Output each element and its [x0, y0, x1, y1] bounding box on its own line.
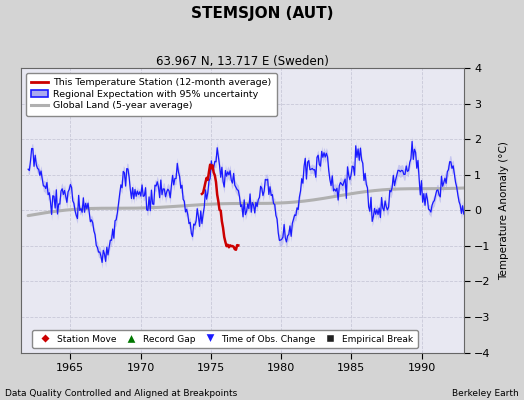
Title: 63.967 N, 13.717 E (Sweden): 63.967 N, 13.717 E (Sweden) — [156, 55, 329, 68]
Legend: Station Move, Record Gap, Time of Obs. Change, Empirical Break: Station Move, Record Gap, Time of Obs. C… — [32, 330, 418, 348]
Text: STEMSJON (AUT): STEMSJON (AUT) — [191, 6, 333, 21]
Text: Berkeley Earth: Berkeley Earth — [452, 389, 519, 398]
Y-axis label: Temperature Anomaly (°C): Temperature Anomaly (°C) — [499, 141, 509, 280]
Text: Data Quality Controlled and Aligned at Breakpoints: Data Quality Controlled and Aligned at B… — [5, 389, 237, 398]
